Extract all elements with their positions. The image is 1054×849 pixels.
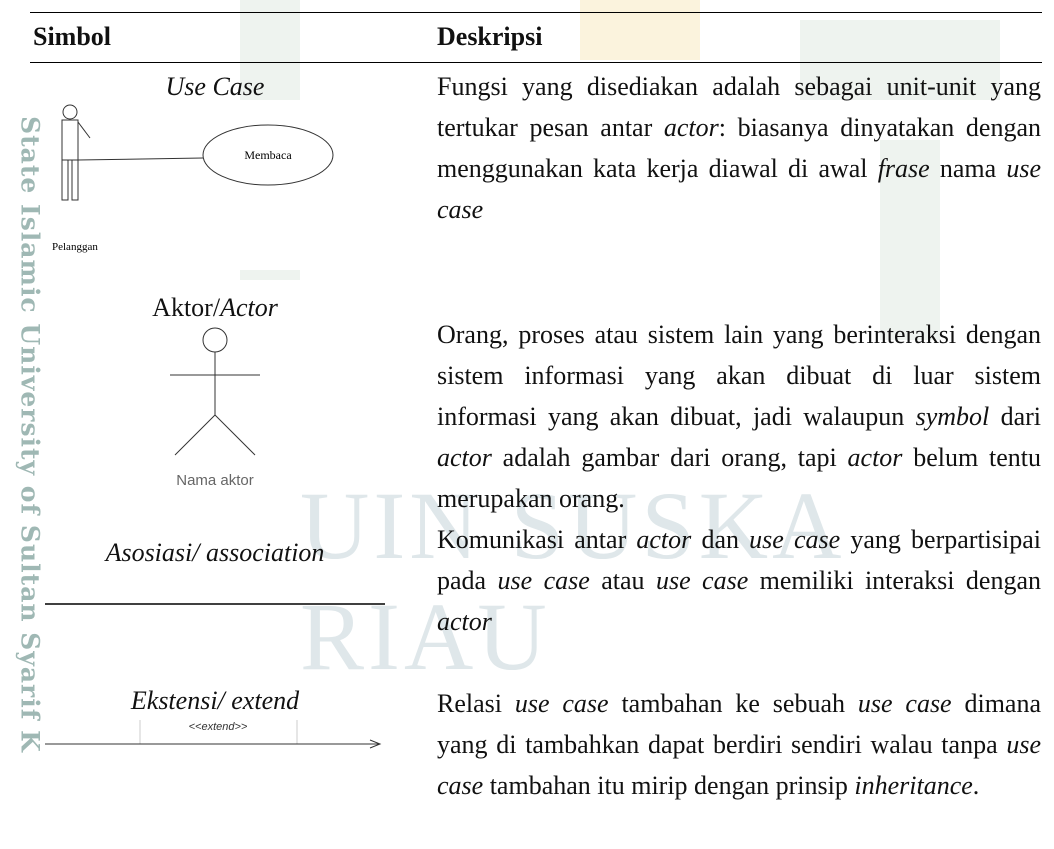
text-run: actor xyxy=(847,443,903,472)
text-run: Relasi xyxy=(437,689,515,718)
association-line xyxy=(45,603,385,605)
symbol-name: Ekstensi/ extend xyxy=(30,686,400,716)
text-run: use case xyxy=(857,689,952,718)
text-run: actor xyxy=(636,525,692,554)
symbol-name: Asosiasi/ association xyxy=(30,538,400,568)
text-run: Actor xyxy=(220,293,278,322)
text-run: tambahan ke sebuah xyxy=(608,689,858,718)
text-run: use case xyxy=(437,730,1041,800)
text-run: tambahan itu mirip dengan prinsip xyxy=(483,771,855,800)
header-cell: Deskripsi xyxy=(437,22,543,51)
text-run: nama xyxy=(929,154,1007,183)
watermark-center: UIN SUSKA RIAU xyxy=(300,472,841,690)
rule xyxy=(30,12,1042,13)
description: Relasi use case tambahan ke sebuah use c… xyxy=(437,683,1041,806)
text-run: actor xyxy=(437,607,492,636)
text-run: dan xyxy=(691,525,750,554)
text-run: Use Case xyxy=(165,72,265,101)
text-run: Aktor/ xyxy=(152,293,221,322)
text-run: symbol xyxy=(915,402,990,431)
use-case-label: Membaca xyxy=(244,148,292,162)
symbol-name: Aktor/Actor xyxy=(30,293,400,323)
header-cell: Simbol xyxy=(33,22,112,51)
text-run: Komunikasi antar xyxy=(437,525,637,554)
text-run: frase xyxy=(877,154,930,183)
actor-label: Pelanggan xyxy=(52,241,98,253)
text-run: inheritance xyxy=(854,771,973,800)
symbol-name: Use Case xyxy=(30,72,400,102)
text-run: : biasanya dinyatakan dengan menggunakan… xyxy=(437,113,1041,183)
stereotype-label: <<extend>> xyxy=(189,721,248,733)
text-run: use case xyxy=(497,566,590,595)
actor-diagram: Nama aktor xyxy=(170,327,260,489)
text-run: use case xyxy=(655,566,749,595)
description: Fungsi yang disediakan adalah sebagai un… xyxy=(437,66,1041,230)
text-run: yang berpartisipai pada xyxy=(437,525,1041,595)
extend-diagram: <<extend>> xyxy=(45,720,382,749)
text-run: Orang, proses atau sistem lain yang beri… xyxy=(437,320,1041,431)
text-run: memiliki interaksi dengan xyxy=(748,566,1041,595)
actor-label: Nama aktor xyxy=(176,472,254,489)
text-run: Fungsi yang disediakan adalah sebagai un… xyxy=(437,72,1041,142)
text-run: use case xyxy=(437,154,1042,224)
text-run: use case xyxy=(749,525,841,554)
text-run: actor xyxy=(437,443,492,472)
text-run: atau xyxy=(589,566,656,595)
watermark-side: State Islamic University of Sultan Syari… xyxy=(15,116,45,753)
text-run: belum tentu merupakan orang. xyxy=(437,443,1041,513)
text-run: use case xyxy=(514,689,609,718)
use-case-diagram: Membaca Pelanggan xyxy=(48,100,388,270)
text-run: dari xyxy=(989,402,1041,431)
text-run: adalah gambar dari orang, tapi xyxy=(491,443,848,472)
text-run: Ekstensi/ extend xyxy=(130,686,300,715)
rule xyxy=(30,62,1042,63)
description: Orang, proses atau sistem lain yang beri… xyxy=(437,314,1041,519)
text-run: Asosiasi/ association xyxy=(105,538,325,567)
text-run: . xyxy=(972,771,980,800)
text-run: dimana yang di tambahkan dapat berdiri s… xyxy=(437,689,1042,759)
text-run: actor xyxy=(663,113,719,142)
description: Komunikasi antar actor dan use case yang… xyxy=(437,519,1041,642)
